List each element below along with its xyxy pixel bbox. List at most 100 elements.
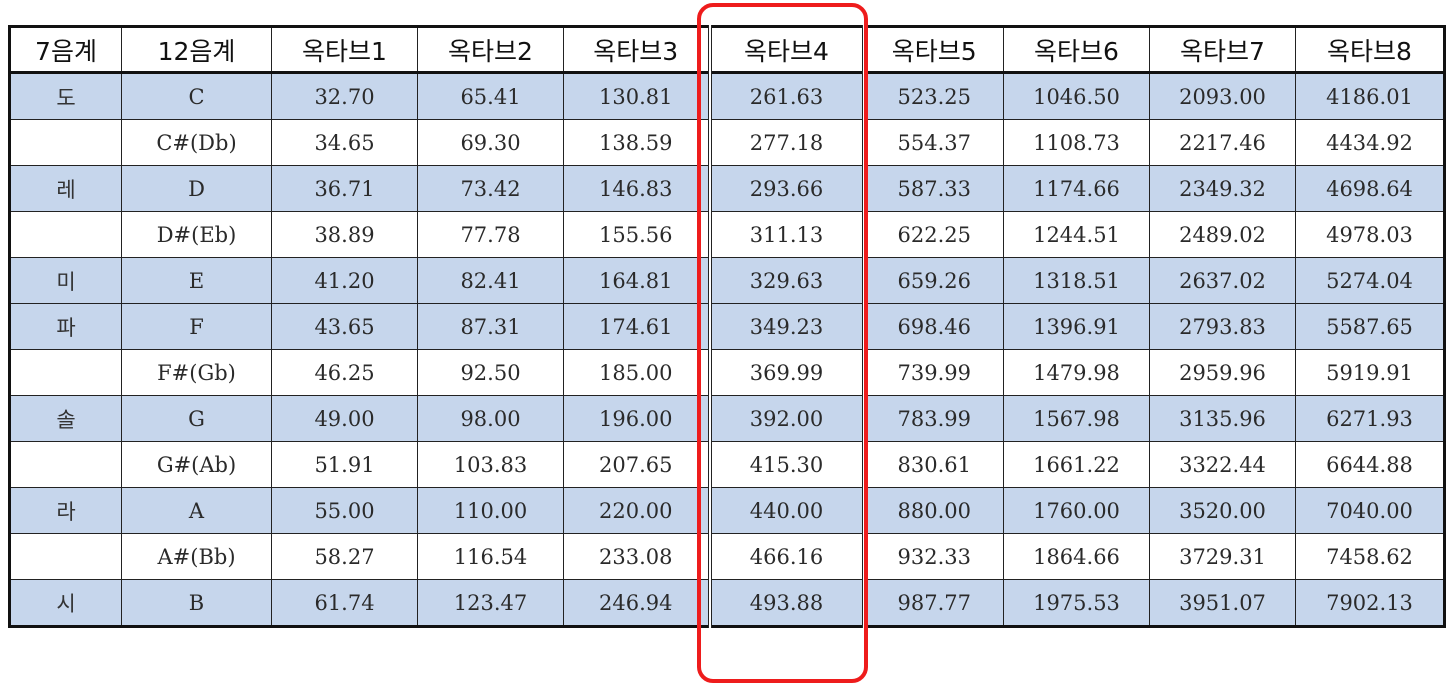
frequency-cell-octave-1: 51.91 <box>271 441 418 488</box>
frequency-cell-octave-2: 92.50 <box>417 349 564 396</box>
frequency-cell-octave-5: 554.37 <box>863 119 1004 166</box>
frequency-cell-octave-2: 77.78 <box>417 211 564 258</box>
frequency-cell-octave-2: 98.00 <box>417 395 564 442</box>
frequency-cell-octave-8: 4186.01 <box>1295 72 1445 120</box>
frequency-cell-octave-1: 41.20 <box>271 257 418 304</box>
frequency-cell-octave-4: 493.88 <box>707 579 866 627</box>
note-name-cell: C#(Db) <box>121 119 272 166</box>
frequency-cell-octave-8: 6644.88 <box>1295 441 1445 488</box>
frequency-cell-octave-1: 61.74 <box>271 579 418 627</box>
frequency-cell-octave-6: 1244.51 <box>1003 211 1150 258</box>
frequency-cell-octave-3: 155.56 <box>563 211 710 258</box>
frequency-cell-octave-4: 440.00 <box>707 487 866 534</box>
frequency-cell-octave-8: 4978.03 <box>1295 211 1445 258</box>
frequency-cell-octave-2: 103.83 <box>417 441 564 488</box>
frequency-cell-octave-8: 7902.13 <box>1295 579 1445 627</box>
frequency-cell-octave-5: 659.26 <box>863 257 1004 304</box>
frequency-cell-octave-4: 369.99 <box>707 349 866 396</box>
frequency-cell-octave-6: 1864.66 <box>1003 533 1150 580</box>
note-name-cell: A#(Bb) <box>121 533 272 580</box>
header-7-scale: 7음계 <box>9 26 122 74</box>
table-row: G#(Ab) 51.91 103.83 207.65 415.30 830.61 1661.… <box>9 441 1445 488</box>
solfege-cell: 시 <box>9 579 122 627</box>
note-name-cell: G#(Ab) <box>121 441 272 488</box>
table-row: 솔 G 49.00 98.00 196.00 392.00 783.99 1567.98 313… <box>9 395 1445 442</box>
note-name-cell: F <box>121 303 272 350</box>
frequency-cell-octave-6: 1760.00 <box>1003 487 1150 534</box>
table-row: 시 B 61.74 123.47 246.94 493.88 987.77 1975.53 39… <box>9 579 1445 627</box>
frequency-cell-octave-1: 36.71 <box>271 165 418 212</box>
frequency-cell-octave-6: 1567.98 <box>1003 395 1150 442</box>
note-name-cell: C <box>121 72 272 120</box>
frequency-cell-octave-8: 7458.62 <box>1295 533 1445 580</box>
solfege-cell: 도 <box>9 72 122 120</box>
frequency-cell-octave-5: 987.77 <box>863 579 1004 627</box>
frequency-cell-octave-3: 207.65 <box>563 441 710 488</box>
frequency-cell-octave-2: 73.42 <box>417 165 564 212</box>
frequency-cell-octave-1: 43.65 <box>271 303 418 350</box>
solfege-cell: 미 <box>9 257 122 304</box>
frequency-cell-octave-5: 783.99 <box>863 395 1004 442</box>
note-name-cell: G <box>121 395 272 442</box>
frequency-cell-octave-6: 1108.73 <box>1003 119 1150 166</box>
frequency-cell-octave-5: 523.25 <box>863 72 1004 120</box>
frequency-cell-octave-8: 4698.64 <box>1295 165 1445 212</box>
frequency-cell-octave-4: 277.18 <box>707 119 866 166</box>
table-row: D#(Eb) 38.89 77.78 155.56 311.13 622.25 1244.5… <box>9 211 1445 258</box>
frequency-cell-octave-2: 116.54 <box>417 533 564 580</box>
frequency-cell-octave-2: 69.30 <box>417 119 564 166</box>
frequency-cell-octave-5: 880.00 <box>863 487 1004 534</box>
note-name-cell: B <box>121 579 272 627</box>
frequency-cell-octave-7: 3520.00 <box>1149 487 1296 534</box>
frequency-cell-octave-6: 1046.50 <box>1003 72 1150 120</box>
table-row: 미 E 41.20 82.41 164.81 329.63 659.26 1318.51 263… <box>9 257 1445 304</box>
frequency-cell-octave-7: 3951.07 <box>1149 579 1296 627</box>
frequency-cell-octave-7: 2217.46 <box>1149 119 1296 166</box>
header-octave-1: 옥타브1 <box>271 26 418 74</box>
table-body: 도 C 32.70 65.41 130.81 261.63 523.25 1046.50 209… <box>9 72 1445 627</box>
header-octave-5: 옥타브5 <box>863 26 1004 74</box>
note-frequency-table: 7음계 12음계 옥타브1 옥타브2 옥타브3 옥타브4 옥타브5 옥타브6 옥… <box>8 25 1446 628</box>
solfege-cell <box>9 119 122 166</box>
frequency-cell-octave-5: 587.33 <box>863 165 1004 212</box>
header-octave-3: 옥타브3 <box>563 26 710 74</box>
frequency-cell-octave-3: 246.94 <box>563 579 710 627</box>
frequency-cell-octave-6: 1174.66 <box>1003 165 1150 212</box>
frequency-cell-octave-5: 830.61 <box>863 441 1004 488</box>
frequency-cell-octave-2: 87.31 <box>417 303 564 350</box>
frequency-cell-octave-3: 130.81 <box>563 72 710 120</box>
frequency-cell-octave-4: 415.30 <box>707 441 866 488</box>
frequency-cell-octave-3: 196.00 <box>563 395 710 442</box>
frequency-cell-octave-2: 110.00 <box>417 487 564 534</box>
frequency-cell-octave-7: 3729.31 <box>1149 533 1296 580</box>
frequency-cell-octave-1: 55.00 <box>271 487 418 534</box>
frequency-cell-octave-8: 4434.92 <box>1295 119 1445 166</box>
frequency-cell-octave-7: 2093.00 <box>1149 72 1296 120</box>
frequency-cell-octave-7: 2349.32 <box>1149 165 1296 212</box>
frequency-cell-octave-2: 65.41 <box>417 72 564 120</box>
frequency-cell-octave-7: 3135.96 <box>1149 395 1296 442</box>
table-row: 레 D 36.71 73.42 146.83 293.66 587.33 1174.66 234… <box>9 165 1445 212</box>
frequency-cell-octave-5: 932.33 <box>863 533 1004 580</box>
table-row: C#(Db) 34.65 69.30 138.59 277.18 554.37 1108.7… <box>9 119 1445 166</box>
frequency-cell-octave-3: 146.83 <box>563 165 710 212</box>
frequency-cell-octave-7: 2637.02 <box>1149 257 1296 304</box>
solfege-cell <box>9 211 122 258</box>
solfege-cell <box>9 349 122 396</box>
note-name-cell: D#(Eb) <box>121 211 272 258</box>
frequency-cell-octave-3: 138.59 <box>563 119 710 166</box>
frequency-cell-octave-5: 698.46 <box>863 303 1004 350</box>
frequency-cell-octave-1: 49.00 <box>271 395 418 442</box>
header-octave-6: 옥타브6 <box>1003 26 1150 74</box>
table-row: F#(Gb) 46.25 92.50 185.00 369.99 739.99 1479.9… <box>9 349 1445 396</box>
solfege-cell: 레 <box>9 165 122 212</box>
frequency-cell-octave-4: 392.00 <box>707 395 866 442</box>
frequency-cell-octave-8: 6271.93 <box>1295 395 1445 442</box>
frequency-cell-octave-7: 3322.44 <box>1149 441 1296 488</box>
frequency-cell-octave-1: 34.65 <box>271 119 418 166</box>
frequency-cell-octave-1: 32.70 <box>271 72 418 120</box>
solfege-cell <box>9 533 122 580</box>
frequency-cell-octave-7: 2489.02 <box>1149 211 1296 258</box>
frequency-cell-octave-2: 123.47 <box>417 579 564 627</box>
frequency-cell-octave-6: 1396.91 <box>1003 303 1150 350</box>
